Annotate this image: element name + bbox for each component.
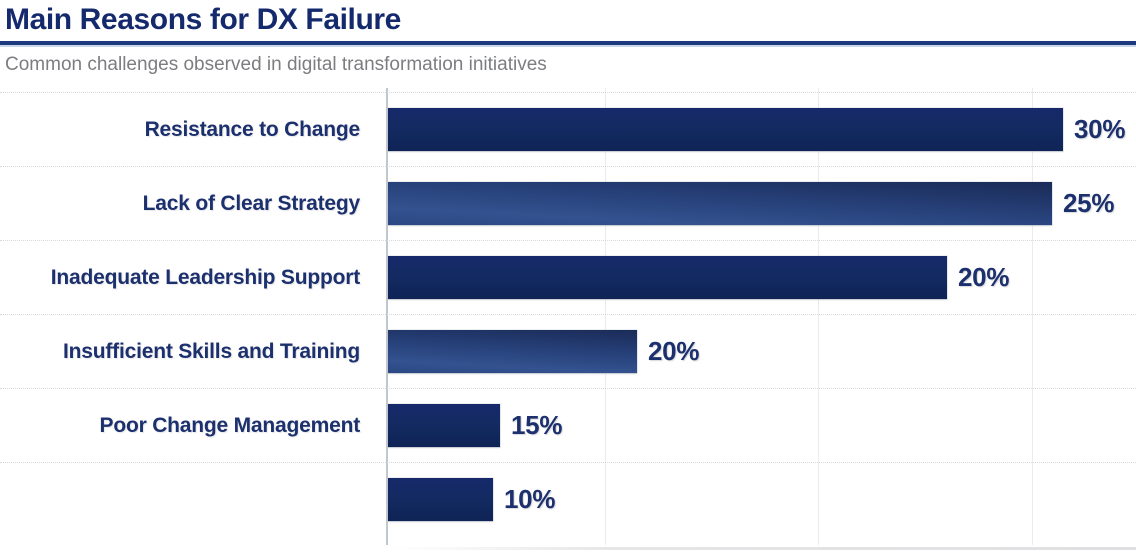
category-label: Resistance to Change xyxy=(144,117,361,141)
chart-header: Main Reasons for DX Failure Common chall… xyxy=(0,0,1136,76)
category-label: Poor Change Management xyxy=(99,413,361,437)
vertical-gridline xyxy=(818,88,819,545)
value-label: 10% xyxy=(504,484,556,514)
title-underline xyxy=(0,41,1136,45)
bar-area: 20% xyxy=(376,256,1136,299)
chart-row: Lack of Clear Strategy 25% xyxy=(0,166,1136,240)
bar xyxy=(388,256,947,299)
bar xyxy=(388,478,493,521)
bar-area: 30% xyxy=(376,108,1136,151)
chart-row: Inadequate Leadership Support 20% xyxy=(0,240,1136,314)
page-title: Main Reasons for DX Failure xyxy=(5,3,401,36)
chart-row: Poor Change Management 15% xyxy=(0,388,1136,462)
bar xyxy=(388,108,1063,151)
value-label: 20% xyxy=(648,336,700,366)
chart-row: Insufficient Skills and Training 20% xyxy=(0,314,1136,388)
bar xyxy=(388,404,500,447)
bar-area: 20% xyxy=(376,330,1136,373)
bar-area: 10% xyxy=(376,478,1136,521)
page-subtitle: Common challenges observed in digital tr… xyxy=(5,54,547,75)
chart-row: Resistance to Change 30% xyxy=(0,92,1136,166)
chart-bottom-edge xyxy=(388,547,1136,550)
value-label: 30% xyxy=(1074,114,1126,144)
bar-area: 15% xyxy=(376,404,1136,447)
bar-chart: Resistance to Change 30% Lack of Clear S… xyxy=(0,88,1136,552)
chart-rows: Resistance to Change 30% Lack of Clear S… xyxy=(0,92,1136,536)
vertical-gridline xyxy=(1032,88,1033,545)
bar xyxy=(388,330,637,373)
vertical-gridline xyxy=(605,88,606,545)
bar-area: 25% xyxy=(376,182,1136,225)
value-label: 15% xyxy=(511,410,563,440)
chart-row: 10% xyxy=(0,462,1136,536)
value-label: 20% xyxy=(958,262,1010,292)
bar xyxy=(388,182,1052,225)
value-label: 25% xyxy=(1063,188,1115,218)
category-label: Inadequate Leadership Support xyxy=(50,265,360,289)
category-label: Insufficient Skills and Training xyxy=(63,339,360,363)
category-label: Lack of Clear Strategy xyxy=(142,191,361,215)
y-axis-line xyxy=(386,88,388,545)
